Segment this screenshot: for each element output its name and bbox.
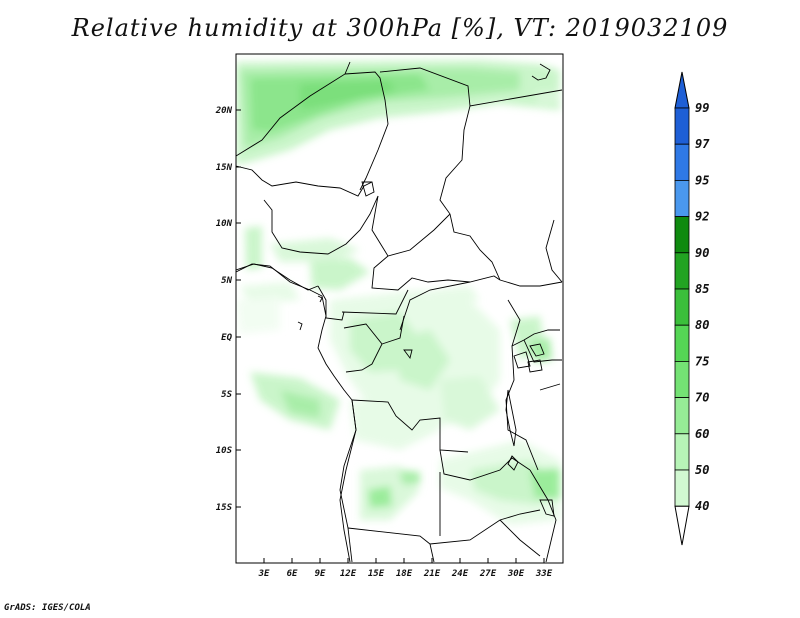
x-axis: 3E 6E 9E 12E 15E 18E 21E 24E 27E 30E 33E [258,558,553,579]
colorbar-label: 95 [695,173,709,187]
x-tick-label: 30E [507,569,525,579]
credit-label: GrADS: IGES/COLA [4,603,91,613]
y-axis: 20N 15N 10N 5N EQ 5S 10S 15S [215,106,241,513]
colorbar-swatch [674,397,690,435]
colorbar-label: 97 [695,137,710,151]
y-tick-label: EQ [221,333,232,343]
colorbar-swatch [674,107,690,145]
country-borders [236,61,563,563]
x-tick-label: 27E [479,569,497,579]
colorbar-swatch [674,360,690,398]
colorbar-label: 85 [695,282,709,296]
colorbar-label: 80 [695,318,709,332]
colorbar-swatch [674,288,690,326]
x-tick-label: 15E [368,569,385,579]
colorbar-label: 50 [695,463,709,477]
colorbar-label: 90 [695,246,709,260]
humidity-shading [236,60,560,525]
y-tick-label: 15S [216,503,233,513]
y-tick-label: 5N [221,276,232,286]
x-tick-label: 6E [287,569,298,579]
colorbar-label: 70 [695,391,709,405]
map-title: Relative humidity at 300hPa [%], VT: 201… [71,14,729,42]
x-tick-label: 33E [535,569,553,579]
y-tick-label: 20N [215,106,233,116]
x-tick-label: 9E [315,569,326,579]
colorbar-swatch [674,469,690,507]
colorbar-swatch [674,324,690,362]
colorbar-top-arrow [674,71,690,109]
colorbar-label: 99 [695,101,709,115]
y-tick-label: 15N [216,163,233,173]
colorbar-swatch [674,143,690,181]
colorbar-bottom-arrow [674,505,690,546]
x-tick-label: 3E [258,569,270,579]
x-tick-label: 18E [396,569,413,579]
colorbar-swatch [674,433,690,471]
colorbar-swatch [674,252,690,290]
y-tick-label: 5S [221,390,232,400]
x-tick-label: 21E [423,569,441,579]
x-tick-label: 24E [451,569,469,579]
x-tick-label: 12E [340,569,357,579]
colorbar-label: 40 [695,499,709,513]
colorbar-swatch [674,216,690,254]
colorbar: 99 97 95 92 90 85 80 75 70 60 50 40 [674,71,710,546]
y-tick-label: 10N [216,219,233,229]
y-tick-label: 10S [216,446,233,456]
colorbar-label: 92 [695,210,709,224]
colorbar-label: 60 [695,427,709,441]
map-frame [235,53,564,564]
colorbar-label: 75 [695,354,709,368]
colorbar-swatch [674,179,690,217]
